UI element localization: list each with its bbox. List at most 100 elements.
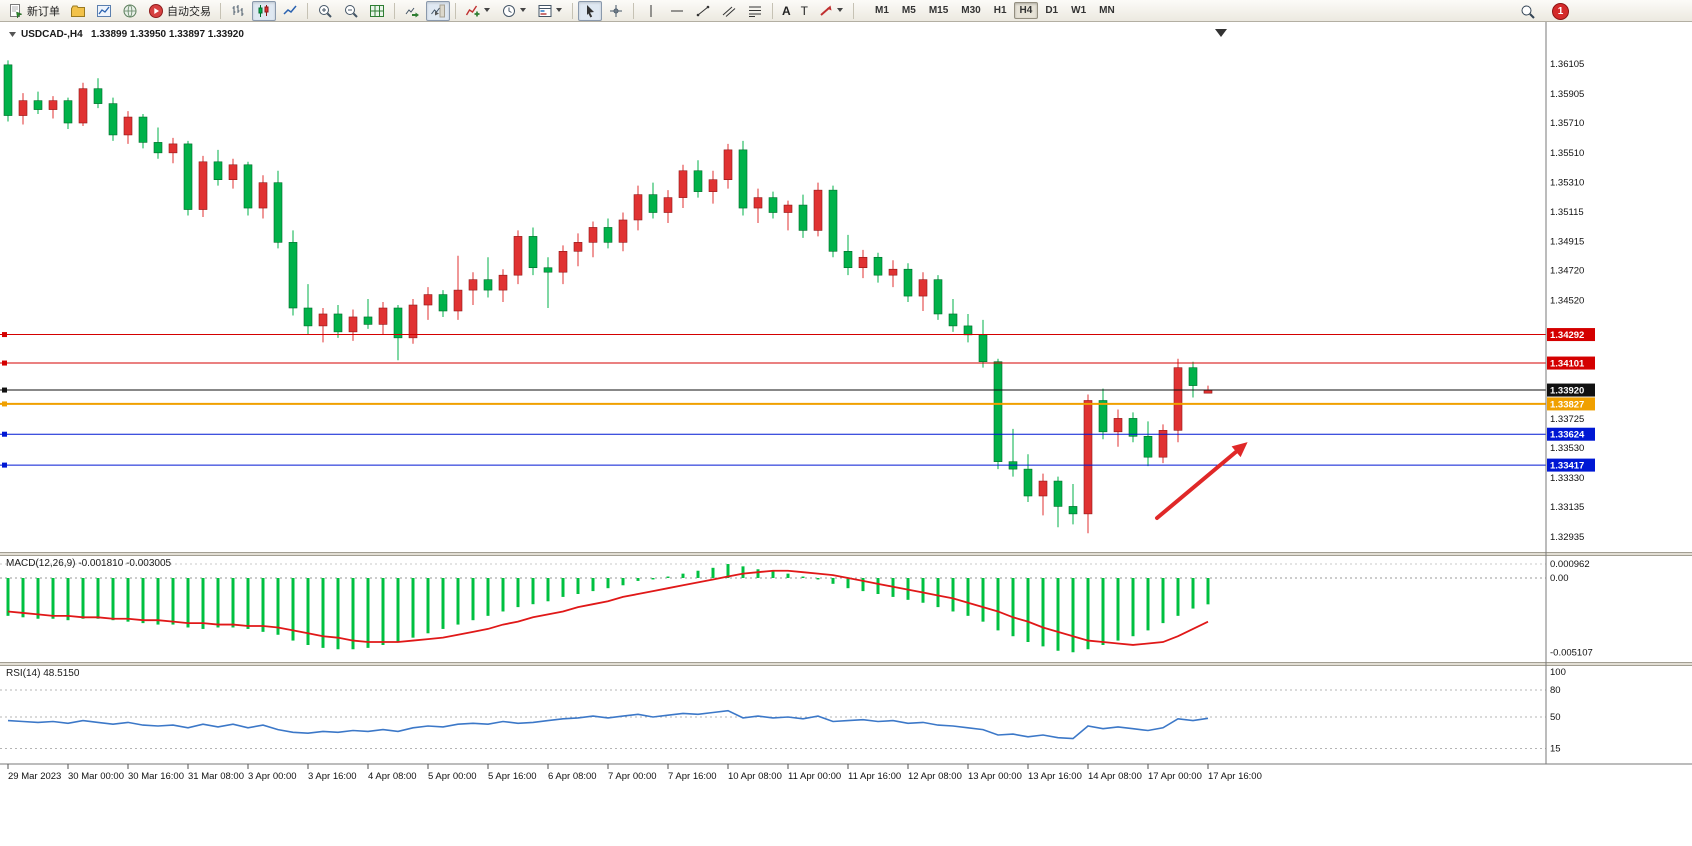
bull-candle	[513, 236, 523, 276]
price-axis-label: 1.34720	[1550, 266, 1584, 277]
text-tool-button[interactable]: A	[778, 1, 795, 21]
main-toolbar: 新订单 自动交易	[0, 0, 1692, 22]
time-axis-label: 30 Mar 00:00	[68, 771, 124, 782]
time-axis-label: 13 Apr 00:00	[968, 771, 1022, 782]
time-axis-label: 31 Mar 08:00	[188, 771, 244, 782]
toolbar-separator	[455, 2, 456, 19]
bear-candle	[213, 161, 223, 180]
bear-candle	[153, 142, 163, 154]
search-button[interactable]	[1516, 2, 1540, 22]
bear-candle	[993, 361, 1003, 462]
price-axis-label: 1.33135	[1550, 502, 1584, 513]
macd-axis-label: -0.005107	[1550, 647, 1593, 658]
price-badge	[1547, 458, 1595, 472]
zoom-in-button[interactable]	[313, 1, 337, 21]
candlestick-chart-button[interactable]	[252, 0, 276, 21]
bull-candle	[1083, 400, 1093, 515]
bull-candle	[453, 289, 463, 312]
hline-anchor[interactable]	[2, 401, 7, 407]
time-axis-label: 30 Mar 16:00	[128, 771, 184, 782]
horizontal-line-tool-button[interactable]	[665, 1, 689, 21]
fibonacci-icon	[749, 6, 761, 17]
bear-candle	[903, 268, 913, 297]
arrows-tool-button[interactable]	[814, 1, 848, 21]
trendline-icon	[696, 5, 710, 16]
notification-badge[interactable]: 1	[1552, 3, 1569, 20]
bear-candle	[648, 194, 658, 213]
price-axis-label: 1.34915	[1550, 237, 1584, 248]
price-badge	[1547, 328, 1595, 342]
time-axis-label: 17 Apr 00:00	[1148, 771, 1202, 782]
timeframe-h1-button[interactable]: H1	[993, 5, 1007, 16]
indicators-button[interactable]	[461, 1, 495, 21]
timeframe-d1-button[interactable]: D1	[1045, 5, 1059, 16]
time-axis-label: 10 Apr 08:00	[728, 771, 782, 782]
templates-button[interactable]	[533, 1, 567, 21]
auto-scroll-button[interactable]	[400, 1, 424, 21]
new-order-icon	[10, 3, 23, 19]
timeframe-toolbar: M1 M5 M15 M30 H1 H4 D1 W1 MN	[869, 2, 1121, 19]
fibonacci-tool-button[interactable]	[743, 1, 767, 21]
text-tool-icon: A	[782, 3, 791, 18]
hline-anchor[interactable]	[2, 431, 7, 437]
time-axis-label: 7 Apr 16:00	[668, 771, 717, 782]
bull-candle	[78, 88, 88, 124]
bull-candle	[48, 100, 58, 110]
tile-windows-icon	[370, 4, 384, 17]
pane-separator[interactable]	[0, 662, 1692, 666]
hline-anchor[interactable]	[2, 387, 7, 393]
bull-candle	[633, 194, 643, 221]
price-badge-label: 1.33417	[1550, 461, 1584, 472]
charts-button[interactable]	[92, 1, 116, 21]
arrow-annotation-head[interactable]	[1231, 442, 1248, 458]
arrow-annotation[interactable]	[1155, 449, 1239, 520]
dropdown-arrow-icon	[520, 8, 526, 12]
crosshair-tool-button[interactable]	[604, 1, 628, 21]
timeframe-mn-button[interactable]: MN	[1099, 5, 1115, 16]
templates-icon	[538, 4, 552, 17]
autotrading-button[interactable]: 自动交易	[144, 1, 215, 21]
vertical-line-icon	[650, 4, 652, 17]
bar-chart-button[interactable]	[226, 1, 250, 21]
bear-candle	[273, 182, 283, 243]
time-axis-label: 3 Apr 16:00	[308, 771, 357, 782]
market-watch-button[interactable]	[118, 1, 142, 21]
zoom-out-button[interactable]	[339, 1, 363, 21]
bear-candle	[798, 204, 808, 231]
timeframe-m5-button[interactable]: M5	[901, 5, 916, 16]
trendline-tool-button[interactable]	[691, 1, 715, 21]
tile-windows-button[interactable]	[365, 1, 389, 21]
time-axis-label: 5 Apr 16:00	[488, 771, 537, 782]
chart-shift-button[interactable]	[426, 0, 450, 21]
toolbar-separator	[572, 2, 573, 19]
rsi-axis-label: 80	[1550, 685, 1561, 696]
chart-shift-marker-icon[interactable]	[1215, 29, 1227, 37]
price-axis-label: 1.35115	[1550, 207, 1584, 218]
symbol-dropdown-icon[interactable]	[8, 31, 17, 38]
hline-anchor[interactable]	[2, 462, 7, 468]
timeframe-w1-button[interactable]: W1	[1071, 5, 1087, 16]
new-order-button[interactable]: 新订单	[4, 1, 64, 21]
vertical-line-tool-button[interactable]	[639, 1, 663, 21]
price-axis-label: 1.35710	[1550, 118, 1584, 129]
chart-canvas[interactable]: 1.34292 1.34101 1.33920 1.33827 1.33624 1.334…	[0, 22, 1692, 846]
line-chart-button[interactable]	[278, 1, 302, 21]
profiles-button[interactable]	[66, 1, 90, 21]
hline-anchor[interactable]	[2, 360, 7, 366]
timeframe-m15-button[interactable]: M15	[928, 5, 949, 16]
cursor-tool-button[interactable]	[578, 0, 602, 21]
timeframe-m1-button[interactable]: M1	[875, 5, 889, 16]
periods-button[interactable]	[497, 1, 531, 21]
bull-candle	[198, 161, 208, 210]
timeframe-m30-button[interactable]: M30	[961, 5, 981, 16]
dropdown-arrow-icon	[837, 8, 844, 12]
pane-separator[interactable]	[0, 552, 1692, 556]
price-axis-label: 1.33330	[1550, 473, 1584, 484]
hline-anchor[interactable]	[2, 332, 7, 338]
bear-candle	[438, 294, 448, 312]
text-label-tool-button[interactable]: T	[797, 1, 812, 21]
timeframe-h4-button[interactable]: H4	[1013, 2, 1039, 19]
bear-candle	[963, 325, 973, 336]
channel-tool-button[interactable]	[717, 1, 741, 21]
price-badge-label: 1.33920	[1550, 386, 1584, 397]
